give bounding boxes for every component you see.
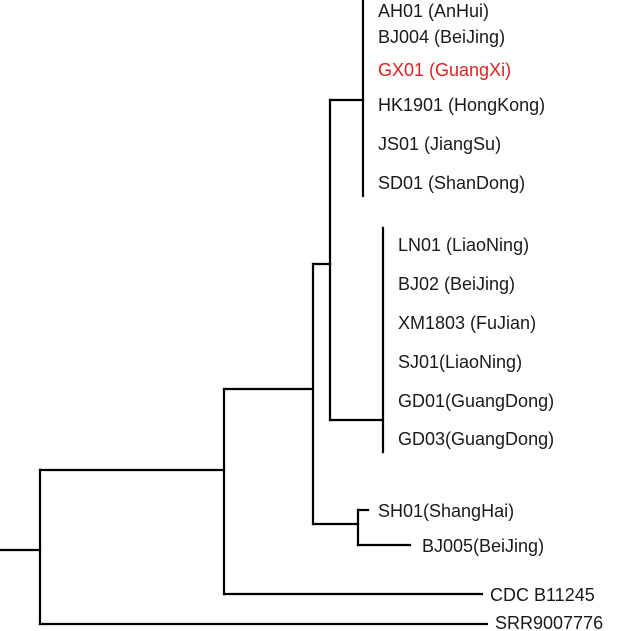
leaf-label-xm1803: XM1803 (FuJian) <box>398 313 536 333</box>
leaf-label-gx01: GX01 (GuangXi) <box>378 60 511 80</box>
leaf-label-srr: SRR9007776 <box>495 613 603 631</box>
leaf-label-hk1901: HK1901 (HongKong) <box>378 95 545 115</box>
leaf-label-gd01: GD01(GuangDong) <box>398 391 554 411</box>
leaf-label-sh01: SH01(ShangHai) <box>378 501 514 521</box>
leaf-label-bj005: BJ005(BeiJing) <box>422 536 544 556</box>
leaf-label-sj01: SJ01(LiaoNing) <box>398 352 522 372</box>
leaf-label-sd01: SD01 (ShanDong) <box>378 173 525 193</box>
leaf-label-js01: JS01 (JiangSu) <box>378 134 501 154</box>
leaf-label-ah01: AH01 (AnHui) <box>378 1 489 21</box>
leaf-label-bj004: BJ004 (BeiJing) <box>378 27 505 47</box>
leaf-label-cdc: CDC B11245 <box>490 585 595 605</box>
leaf-label-gd03: GD03(GuangDong) <box>398 429 554 449</box>
leaf-label-ln01: LN01 (LiaoNing) <box>398 235 529 255</box>
leaf-label-bj02: BJ02 (BeiJing) <box>398 274 515 294</box>
